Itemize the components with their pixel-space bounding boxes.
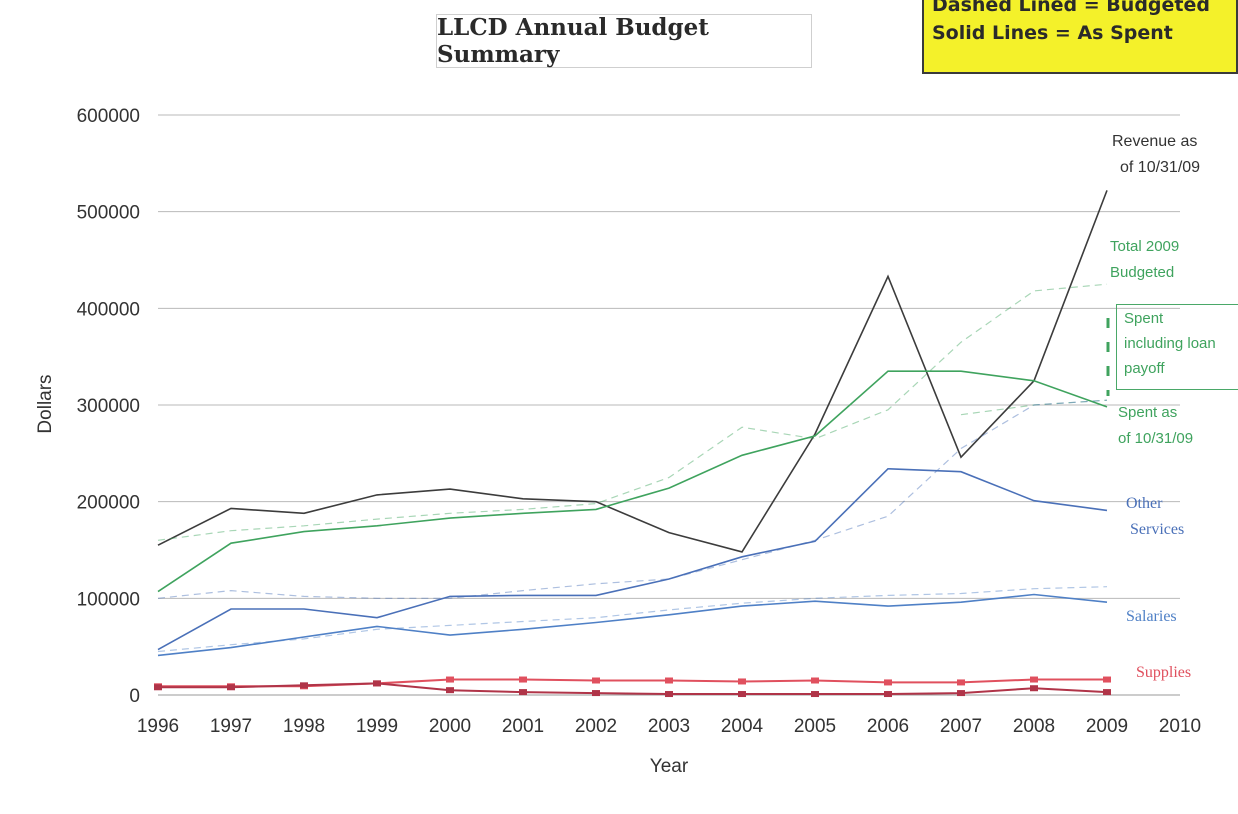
series-point-supplies_dark — [738, 691, 746, 698]
x-tick-label: 2002 — [575, 716, 617, 737]
series-line-total-dashed-3 — [960, 399, 1108, 416]
gridlines — [158, 114, 1180, 599]
annotation-supplies: Supplies — [1136, 664, 1191, 681]
series-point-supplies_dark — [811, 691, 819, 698]
y-tick-label: 500000 — [77, 203, 140, 224]
series-point-supplies_dark — [592, 690, 600, 697]
chart-title: LLCD Annual Budget Summary — [436, 14, 812, 68]
y-tick-label: 200000 — [77, 493, 140, 514]
series-point-supplies — [811, 677, 819, 684]
y-tick-label: 300000 — [77, 396, 140, 417]
annotation-other-services: Other Services — [1126, 495, 1184, 538]
series-point-supplies — [884, 679, 892, 686]
y-tick-label: 100000 — [77, 589, 140, 610]
x-tick-label: 1998 — [283, 716, 325, 737]
series-point-supplies_dark — [154, 684, 162, 691]
series-line-supplies_dark-solid-9 — [158, 682, 1108, 695]
x-tick-label: 2006 — [867, 716, 909, 737]
series-line-total-dashed-2 — [157, 283, 1108, 541]
legend-note-budgeted: Dashed Lined = Budgeted — [932, 0, 1210, 16]
series-point-supplies — [519, 676, 527, 683]
series-point-supplies_dark — [884, 691, 892, 698]
series-line-total-solid-1 — [157, 370, 1108, 593]
y-axis-ticks: 0 100000 200000 300000 400000 500000 600000 — [77, 106, 140, 707]
series-point-supplies_dark — [227, 684, 235, 691]
x-tick-label: 2008 — [1013, 716, 1055, 737]
series-line-salaries-dashed-7 — [157, 586, 1108, 653]
spent-loan-box — [1116, 304, 1238, 390]
y-tick-label: 600000 — [77, 106, 140, 127]
x-tick-label: 2001 — [502, 716, 544, 737]
x-tick-label: 2009 — [1086, 716, 1128, 737]
x-tick-label: 1997 — [210, 716, 252, 737]
series-point-supplies — [957, 679, 965, 686]
annotation-revenue: Revenue as of 10/31/09 — [1112, 133, 1202, 176]
series-point-supplies — [738, 678, 746, 685]
series-point-supplies_dark — [1103, 689, 1111, 696]
series-point-supplies_dark — [1030, 685, 1038, 692]
series-line-salaries-solid-6 — [157, 593, 1108, 657]
x-axis-ticks: 1996 1997 1998 1999 2000 2001 2002 2003 2004 2005… — [137, 716, 1201, 737]
series-point-supplies_dark — [300, 682, 308, 689]
y-tick-label: 400000 — [77, 299, 140, 320]
x-tick-label: 2003 — [648, 716, 690, 737]
annotation-spent-1031: Spent as of 10/31/09 — [1118, 404, 1193, 447]
x-tick-label: 1999 — [356, 716, 398, 737]
annotation-total-budgeted: Total 2009 Budgeted — [1110, 238, 1183, 281]
x-tick-label: 2007 — [940, 716, 982, 737]
x-tick-label: 2000 — [429, 716, 471, 737]
y-axis-label: Dollars — [35, 374, 56, 433]
annotation-salaries: Salaries — [1126, 608, 1177, 625]
series-point-supplies_dark — [957, 690, 965, 697]
series-point-supplies — [1103, 676, 1111, 683]
series-line-other-solid-4 — [157, 467, 1108, 651]
series-point-supplies_dark — [373, 680, 381, 687]
x-tick-label: 2010 — [1159, 716, 1201, 737]
x-tick-label: 1996 — [137, 716, 179, 737]
series-point-supplies — [446, 676, 454, 683]
x-tick-label: 2004 — [721, 716, 764, 737]
legend-note: Dashed Lined = Budgeted Solid Lines = As… — [922, 0, 1238, 74]
series-point-supplies — [1030, 676, 1038, 683]
series-point-supplies_dark — [446, 687, 454, 694]
series-point-supplies — [665, 677, 673, 684]
x-tick-label: 2005 — [794, 716, 836, 737]
series-line-revenue-solid-0 — [157, 190, 1108, 553]
x-axis-label: Year — [650, 756, 689, 777]
series-point-supplies_dark — [665, 691, 673, 698]
series-point-supplies_dark — [519, 689, 527, 696]
annotation-spent-loan: Spent including loan payoff — [1124, 310, 1220, 377]
legend-note-spent: Solid Lines = As Spent — [932, 22, 1173, 44]
series-point-supplies — [592, 677, 600, 684]
y-tick-label: 0 — [129, 686, 140, 707]
series-line-other-dashed-5 — [157, 399, 1108, 599]
series-group — [154, 190, 1111, 698]
